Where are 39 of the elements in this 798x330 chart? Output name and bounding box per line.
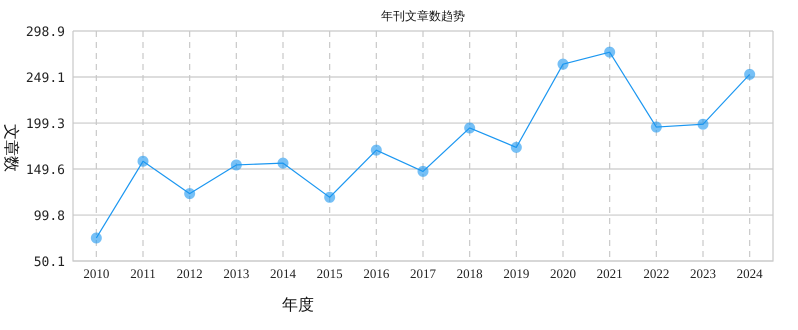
x-tick-label: 2013 xyxy=(223,266,250,281)
y-tick-label: 99.8 xyxy=(34,209,65,224)
x-tick-label: 2024 xyxy=(736,266,764,281)
x-tick-label: 2019 xyxy=(503,266,530,281)
point xyxy=(650,122,662,133)
x-tick-label: 2010 xyxy=(83,266,110,281)
point xyxy=(184,188,196,200)
x-tick-label: 2012 xyxy=(176,266,203,281)
x-tick-label: 2023 xyxy=(690,266,716,281)
y-tick-label: 149.6 xyxy=(26,163,65,178)
point xyxy=(418,166,428,177)
x-tick-label: 2020 xyxy=(550,266,576,281)
x-axis-title: 年度 xyxy=(282,295,314,314)
x-tick-label: 2015 xyxy=(316,266,343,281)
point xyxy=(324,192,336,203)
y-tick-label: 298.9 xyxy=(26,25,65,40)
x-tick-label: 2018 xyxy=(456,266,483,281)
y-tick-label: 199.3 xyxy=(26,117,65,132)
chart-title: 年刊文章数趋势 xyxy=(381,9,465,23)
point xyxy=(278,158,288,169)
point xyxy=(90,232,102,244)
y-tick-label: 249.1 xyxy=(26,71,65,86)
point xyxy=(138,156,148,167)
point xyxy=(464,122,476,134)
point xyxy=(604,46,616,58)
x-tick-label: 2017 xyxy=(410,266,436,281)
point xyxy=(698,118,708,130)
x-tick-label: 2016 xyxy=(363,266,390,281)
x-tick-label: 2021 xyxy=(596,266,623,281)
point xyxy=(370,144,382,156)
point xyxy=(744,68,756,80)
y-axis-title: 文章数 xyxy=(2,124,21,172)
y-tick-label: 50.1 xyxy=(34,255,65,270)
x-tick-label: 2011 xyxy=(130,266,156,281)
point xyxy=(510,142,522,153)
x-tick-label: 2022 xyxy=(643,266,670,281)
x-tick-label: 2014 xyxy=(270,266,296,281)
point xyxy=(558,58,568,70)
point xyxy=(230,159,242,170)
